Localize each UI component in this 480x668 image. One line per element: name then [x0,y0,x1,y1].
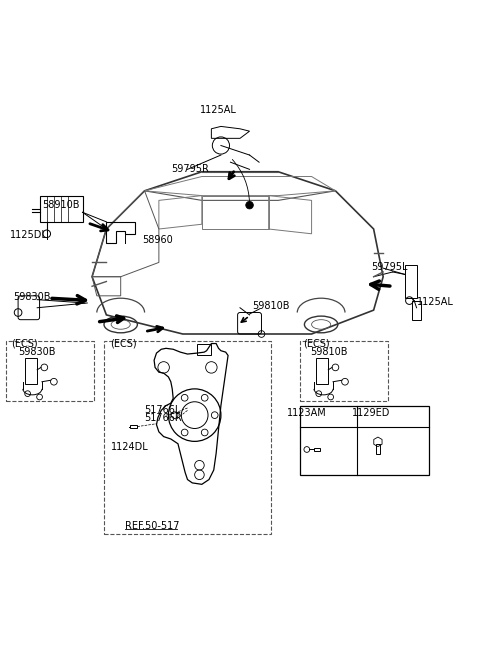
Bar [197,343,211,355]
Text: 1123AM: 1123AM [287,407,327,418]
Bar [130,425,137,428]
Text: 1125DL: 1125DL [10,230,48,240]
Text: 1125AL: 1125AL [200,105,237,115]
Bar [412,301,421,320]
Bar [39,196,83,222]
Text: (ECS): (ECS) [303,339,330,349]
Bar [314,448,320,451]
Bar [25,358,37,384]
Text: REF.50-517: REF.50-517 [125,521,180,531]
Bar [376,444,380,454]
Text: 58960: 58960 [142,234,173,244]
Text: 59795R: 59795R [171,164,209,174]
Bar [300,341,388,401]
Text: 1124DL: 1124DL [111,442,149,452]
Text: (ECS): (ECS) [110,339,137,349]
Bar [6,341,95,401]
Bar [300,405,429,475]
Text: 1125AL: 1125AL [417,297,454,307]
Text: 59795L: 59795L [371,262,408,272]
Bar [104,341,271,534]
Text: 58910B: 58910B [42,200,80,210]
Text: 51766L: 51766L [144,405,181,415]
Text: 59830B: 59830B [13,293,51,302]
Circle shape [246,201,253,209]
Text: 59830B: 59830B [18,347,56,357]
Text: 59810B: 59810B [311,347,348,357]
Text: 51766R: 51766R [144,413,182,423]
Text: 59810B: 59810B [252,301,289,311]
Bar [316,358,328,384]
Text: (ECS): (ECS) [11,339,37,349]
Bar [405,265,417,298]
Text: 1129ED: 1129ED [352,407,390,418]
